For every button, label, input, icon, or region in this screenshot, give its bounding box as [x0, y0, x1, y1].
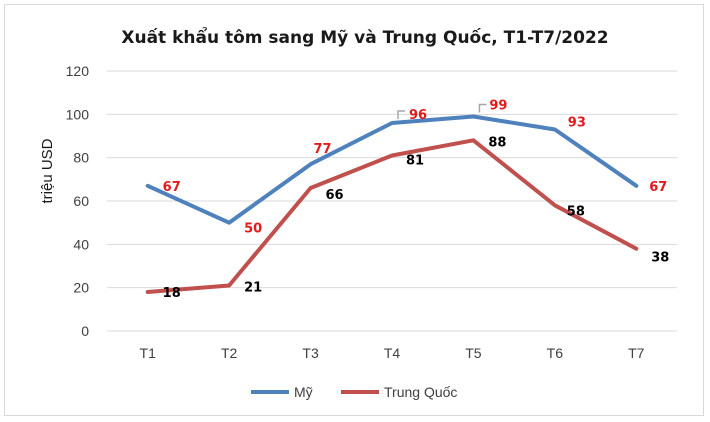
- gridlines: [107, 70, 677, 332]
- series-line-1: [145, 138, 639, 294]
- x-tick-label: T3: [302, 345, 319, 361]
- legend-label: Trung Quốc: [384, 384, 457, 400]
- x-tick-label: T4: [384, 345, 401, 361]
- data-label: 67: [163, 180, 181, 195]
- x-tick-label: T1: [140, 345, 157, 361]
- series-lines: [145, 114, 639, 294]
- line-chart: Xuất khẩu tôm sang Mỹ và Trung Quốc, T1-…: [39, 26, 677, 400]
- legend-label: Mỹ: [294, 384, 313, 400]
- data-label: 58: [567, 204, 585, 219]
- series-line-0: [145, 114, 639, 225]
- data-label: 93: [568, 116, 586, 131]
- y-tick-label: 0: [81, 323, 89, 339]
- x-tick-label: T6: [547, 345, 564, 361]
- chart-frame: Xuất khẩu tôm sang Mỹ và Trung Quốc, T1-…: [4, 4, 704, 416]
- x-tick-label: T5: [465, 345, 482, 361]
- data-label: 96: [409, 108, 427, 123]
- data-label: 88: [488, 135, 506, 150]
- y-tick-label: 80: [73, 150, 89, 166]
- y-tick-label: 100: [66, 106, 90, 122]
- data-labels: 67 50 77 96 99 93 67 18 21 66 81 88 58 38: [163, 99, 670, 302]
- data-label: 18: [163, 286, 181, 301]
- data-label: 21: [244, 281, 262, 296]
- y-tick-label: 120: [66, 63, 90, 79]
- label-leader-line: [397, 110, 405, 119]
- y-axis-ticks: 0 20 40 60 80 100 120: [66, 63, 90, 339]
- data-label: 67: [649, 180, 667, 195]
- data-label: 77: [314, 142, 332, 157]
- chart-title: Xuất khẩu tôm sang Mỹ và Trung Quốc, T1-…: [121, 26, 608, 48]
- y-tick-label: 40: [73, 236, 89, 252]
- data-label: 99: [489, 99, 507, 114]
- data-label: 66: [326, 188, 344, 203]
- x-tick-label: T2: [221, 345, 238, 361]
- data-label: 50: [244, 222, 262, 237]
- legend: Mỹ Trung Quốc: [251, 384, 457, 400]
- data-label: 38: [651, 251, 669, 266]
- y-tick-label: 60: [73, 193, 89, 209]
- label-leader-line: [478, 103, 487, 113]
- y-tick-label: 20: [73, 280, 89, 296]
- x-tick-label: T7: [628, 345, 645, 361]
- data-label: 81: [406, 154, 424, 169]
- y-axis-label: triệu USD: [39, 138, 56, 203]
- x-axis-ticks: T1 T2 T3 T4 T5 T6 T7: [140, 345, 645, 361]
